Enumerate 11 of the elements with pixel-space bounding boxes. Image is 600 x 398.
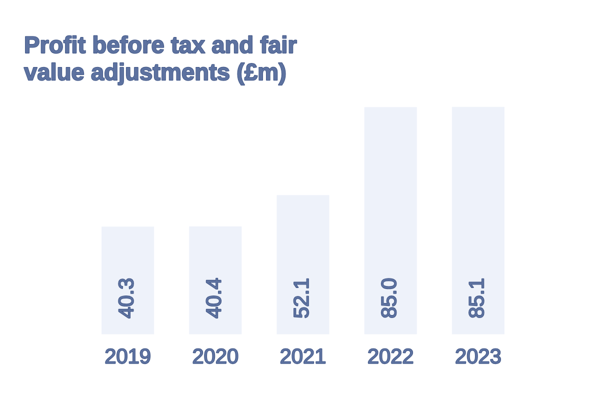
x-tick-label: 2020 bbox=[193, 348, 238, 364]
data-label: 52.1 bbox=[294, 278, 309, 318]
x-tick-label: 2023 bbox=[456, 348, 500, 364]
data-label: 40.4 bbox=[206, 278, 221, 318]
x-tick-label: 2022 bbox=[368, 348, 413, 364]
x-tick-label: 2021 bbox=[280, 348, 326, 364]
data-label: 40.3 bbox=[118, 278, 134, 318]
data-label: 85.0 bbox=[381, 278, 396, 318]
data-label: 85.1 bbox=[469, 278, 484, 318]
chart-title: Profit before tax and fair value adjustments (£m) bbox=[24, 36, 297, 85]
x-tick-label: 2019 bbox=[106, 348, 150, 364]
